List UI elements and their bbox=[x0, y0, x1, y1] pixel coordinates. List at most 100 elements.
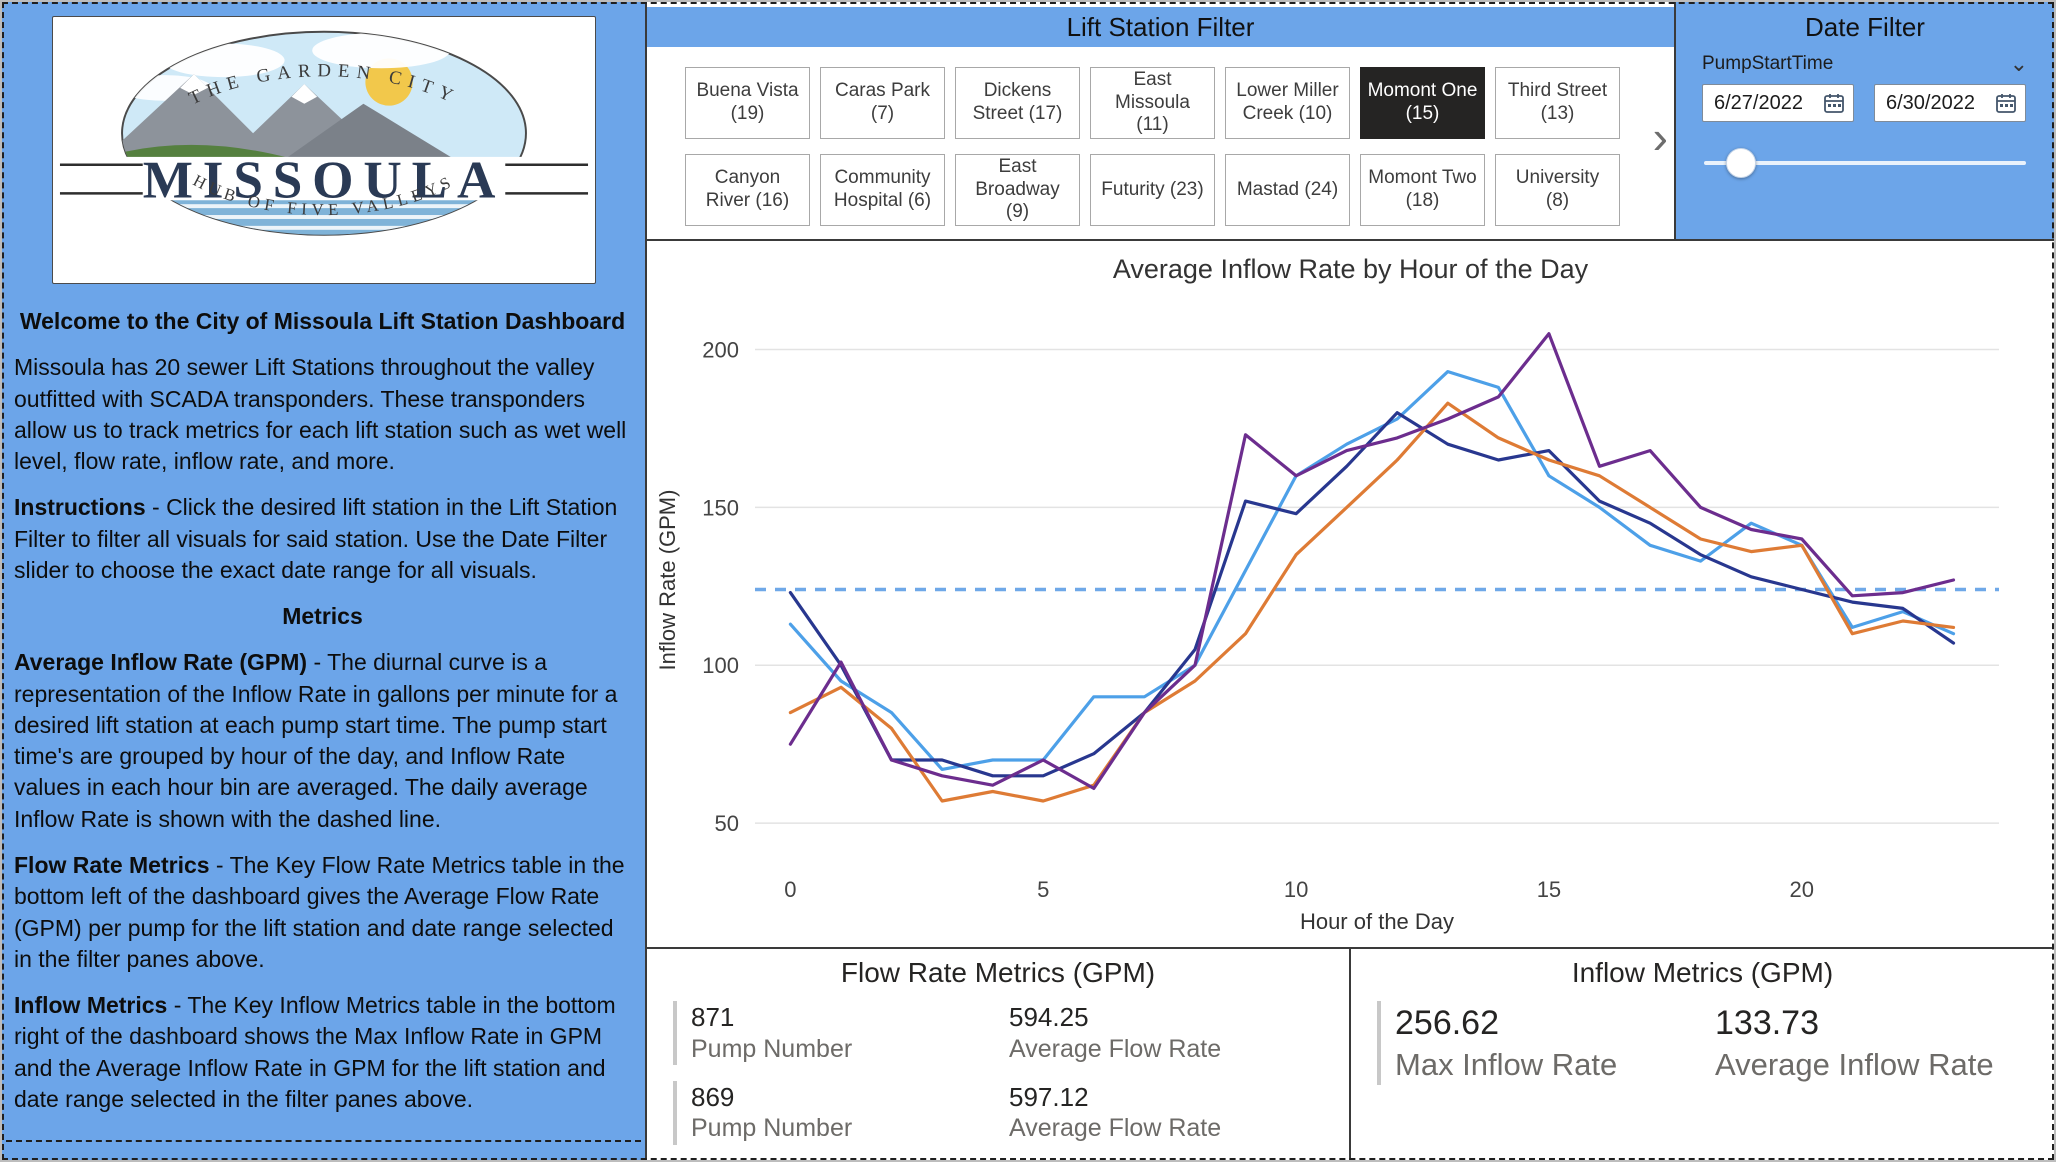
avg-flow-value: 594.25 bbox=[1009, 1002, 1089, 1032]
avg-flow-field: 594.25 Average Flow Rate bbox=[1009, 1001, 1327, 1065]
svg-text:15: 15 bbox=[1537, 877, 1561, 902]
intro-paragraph: Missoula has 20 sewer Lift Stations thro… bbox=[14, 354, 627, 475]
date-filter-panel: Date Filter PumpStartTime ⌄ 6/27/2022 6/… bbox=[1674, 2, 2054, 239]
pump-number-field: 869 Pump Number bbox=[691, 1081, 1009, 1145]
sidebar: THE GARDEN CITY MISSOULA HUB OF FIVE VAL… bbox=[2, 2, 647, 1160]
start-date-value: 6/27/2022 bbox=[1714, 91, 1803, 114]
flow-rate-label: Flow Rate Metrics bbox=[14, 851, 210, 878]
station-button[interactable]: University (8) bbox=[1495, 154, 1620, 226]
max-inflow-value: 256.62 bbox=[1395, 1004, 1499, 1042]
station-button[interactable]: Momont One (15) bbox=[1360, 67, 1485, 139]
svg-text:0: 0 bbox=[784, 877, 796, 902]
chart-title: Average Inflow Rate by Hour of the Day bbox=[1112, 254, 1589, 284]
station-button[interactable]: Caras Park (7) bbox=[820, 67, 945, 139]
svg-text:Inflow Rate (GPM): Inflow Rate (GPM) bbox=[655, 490, 680, 671]
inflow-label: Inflow Metrics bbox=[14, 992, 168, 1019]
inflow-line-chart[interactable]: 50 100 150 200 0 5 10 15 20 Hour of the Day Inflow… bbox=[647, 285, 2054, 941]
max-inflow-label: Max Inflow Rate bbox=[1395, 1047, 1618, 1083]
avg-inflow-value: 133.73 bbox=[1715, 1004, 1819, 1042]
start-date-input[interactable]: 6/27/2022 bbox=[1702, 84, 1854, 122]
chevron-down-icon[interactable]: ⌄ bbox=[2009, 51, 2028, 77]
chart-svg: 50 100 150 200 0 5 10 15 20 Hour of the Day Inflow… bbox=[655, 332, 1999, 934]
svg-text:10: 10 bbox=[1284, 877, 1308, 902]
instructions-paragraph: Instructions - Click the desired lift st… bbox=[14, 492, 631, 586]
end-date-value: 6/30/2022 bbox=[1886, 91, 1975, 114]
pump-number-field: 871 Pump Number bbox=[691, 1001, 1009, 1065]
date-filter-title: Date Filter bbox=[1805, 12, 1925, 42]
pump-number-label: Pump Number bbox=[691, 1114, 853, 1143]
metrics-row: Flow Rate Metrics (GPM) 871 Pump Number 59… bbox=[647, 947, 2054, 1160]
avg-inflow-label: Average Inflow Rate (GPM) bbox=[14, 649, 308, 676]
avg-inflow-paragraph: Average Inflow Rate (GPM) - The diurnal … bbox=[14, 647, 631, 835]
main-content: Lift Station Filter Buena Vista (19) Cara… bbox=[647, 2, 2054, 1160]
welcome-title: Welcome to the City of Missoula Lift Sta… bbox=[19, 308, 626, 334]
inflow-paragraph: Inflow Metrics - The Key Inflow Metrics … bbox=[14, 990, 631, 1115]
pump-start-time-label: PumpStartTime bbox=[1702, 53, 1834, 74]
avg-flow-label: Average Flow Rate bbox=[1009, 1034, 1222, 1063]
card-accent-bar bbox=[1377, 1001, 1381, 1086]
station-button[interactable]: East Missoula (11) bbox=[1090, 67, 1215, 139]
flow-metrics-title: Flow Rate Metrics (GPM) bbox=[840, 957, 1156, 988]
station-button[interactable]: East Broadway (9) bbox=[955, 154, 1080, 226]
max-inflow-field: 256.62 Max Inflow Rate bbox=[1395, 1001, 1715, 1085]
lift-station-filter-header: Lift Station Filter bbox=[647, 7, 1674, 47]
missoula-logo: THE GARDEN CITY MISSOULA HUB OF FIVE VAL… bbox=[51, 16, 596, 284]
avg-flow-field: 597.12 Average Flow Rate bbox=[1009, 1081, 1327, 1145]
flow-metrics-cards: 871 Pump Number 594.25 Average Flow Rate 869… bbox=[647, 1001, 1349, 1145]
end-date-input[interactable]: 6/30/2022 bbox=[1874, 84, 2026, 122]
svg-text:100: 100 bbox=[702, 653, 739, 678]
svg-text:50: 50 bbox=[715, 811, 739, 836]
flow-rate-text: - The Key Flow Rate Metrics table in the… bbox=[14, 851, 625, 972]
station-button[interactable]: Lower Miller Creek (10) bbox=[1225, 67, 1350, 139]
pump-number-value: 869 bbox=[691, 1081, 735, 1112]
date-range-inputs: 6/27/2022 6/30/2022 bbox=[1702, 84, 2028, 122]
pump-number-label: Pump Number bbox=[691, 1034, 853, 1063]
svg-text:5: 5 bbox=[1037, 877, 1049, 902]
card-accent-bar bbox=[673, 1001, 677, 1065]
logo-wordmark: MISSOULA bbox=[142, 150, 505, 209]
station-button[interactable]: Buena Vista (19) bbox=[685, 67, 810, 139]
inflow-text: - The Key Inflow Metrics table in the bo… bbox=[14, 992, 616, 1112]
calendar-icon[interactable] bbox=[1995, 92, 2017, 114]
avg-flow-value: 597.12 bbox=[1009, 1081, 1089, 1112]
selection-border bbox=[6, 1140, 641, 1142]
inflow-metric-row: 256.62 Max Inflow Rate 133.73 Average In… bbox=[1351, 1001, 2054, 1086]
lift-station-filter-title: Lift Station Filter bbox=[1066, 11, 1255, 42]
inflow-metrics-panel: Inflow Metrics (GPM) 256.62 Max Inflow R… bbox=[1349, 949, 2054, 1160]
station-button[interactable]: Canyon River (16) bbox=[685, 154, 810, 226]
instructions-text: - Click the desired lift station in the … bbox=[14, 494, 618, 583]
sidebar-description: Welcome to the City of Missoula Lift Sta… bbox=[2, 284, 645, 1115]
flow-rate-paragraph: Flow Rate Metrics - The Key Flow Rate Me… bbox=[14, 850, 631, 975]
pump-start-time-row: PumpStartTime ⌄ bbox=[1702, 53, 2028, 75]
card-accent-bar bbox=[673, 1080, 677, 1145]
slider-track[interactable] bbox=[1704, 161, 2026, 165]
svg-text:150: 150 bbox=[702, 495, 739, 520]
station-button[interactable]: Momont Two (18) bbox=[1360, 154, 1485, 226]
calendar-icon[interactable] bbox=[1823, 92, 1845, 114]
avg-inflow-text: - The diurnal curve is a representation … bbox=[14, 649, 618, 832]
inflow-metrics-title: Inflow Metrics (GPM) bbox=[1571, 957, 1834, 988]
slider-handle[interactable] bbox=[1726, 148, 1756, 178]
avg-flow-label: Average Flow Rate bbox=[1009, 1114, 1222, 1143]
station-button[interactable]: Community Hospital (6) bbox=[820, 154, 945, 226]
station-button[interactable]: Mastad (24) bbox=[1225, 154, 1350, 226]
svg-text:200: 200 bbox=[702, 338, 739, 363]
station-button[interactable]: Dickens Street (17) bbox=[955, 67, 1080, 139]
date-range-slider[interactable] bbox=[1702, 146, 2028, 180]
instructions-label: Instructions bbox=[14, 494, 146, 521]
station-button[interactable]: Futurity (23) bbox=[1090, 154, 1215, 226]
svg-text:Hour of the Day: Hour of the Day bbox=[1300, 909, 1454, 934]
metrics-heading: Metrics bbox=[282, 603, 363, 630]
next-stations-chevron-icon[interactable]: › bbox=[1652, 111, 1668, 163]
filters-row: Lift Station Filter Buena Vista (19) Cara… bbox=[647, 2, 2054, 239]
avg-inflow-field: 133.73 Average Inflow Rate bbox=[1715, 1001, 2035, 1085]
pump-number-value: 871 bbox=[691, 1002, 735, 1032]
svg-text:20: 20 bbox=[1790, 877, 1814, 902]
station-filter-grid: Buena Vista (19) Caras Park (7) Dickens St… bbox=[647, 47, 1674, 226]
avg-inflow-label: Average Inflow Rate bbox=[1715, 1047, 1994, 1083]
flow-rate-metrics-panel: Flow Rate Metrics (GPM) 871 Pump Number 59… bbox=[647, 949, 1349, 1160]
station-button[interactable]: Third Street (13) bbox=[1495, 67, 1620, 139]
lift-station-filter-panel: Lift Station Filter Buena Vista (19) Cara… bbox=[647, 2, 1674, 239]
flow-metric-row: 869 Pump Number 597.12 Average Flow Rate bbox=[647, 1080, 1349, 1145]
